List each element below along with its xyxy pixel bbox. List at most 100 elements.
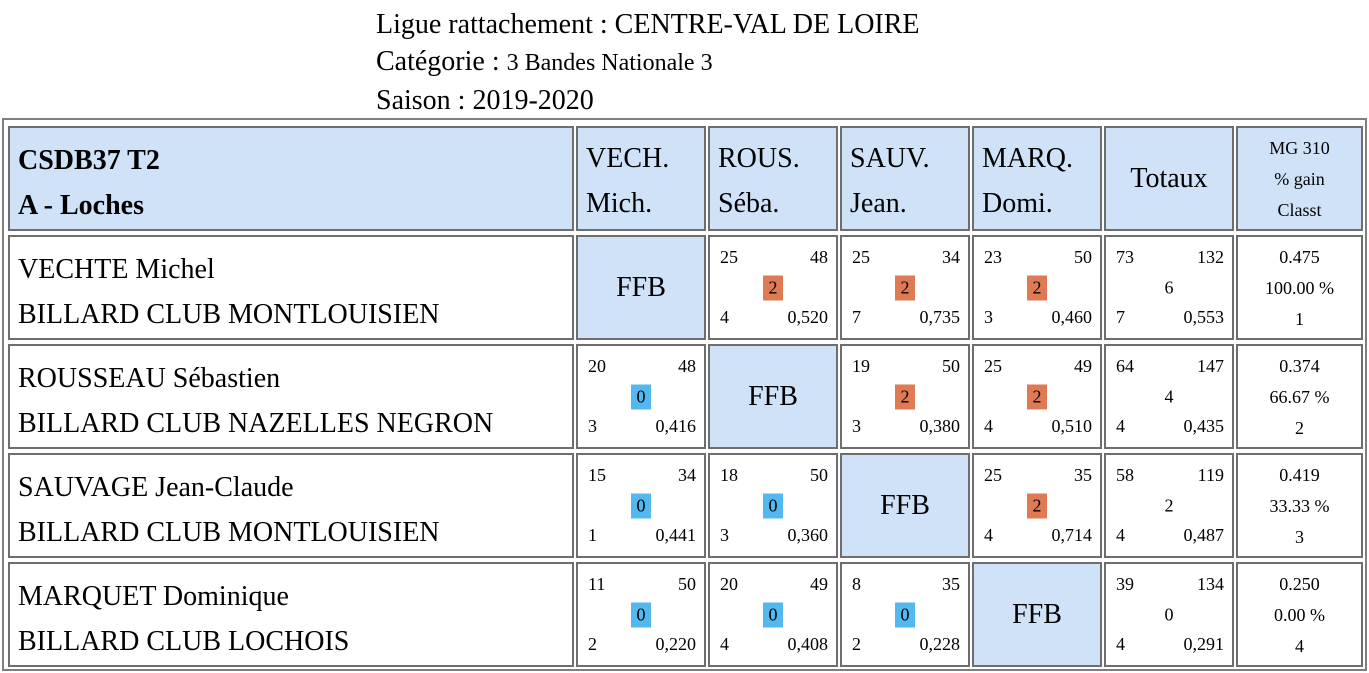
match-innings: 3 — [984, 307, 993, 327]
match-points-target: 50 — [1074, 247, 1092, 267]
totaux-header: Totaux — [1130, 162, 1208, 194]
totals-points-target: 132 — [1197, 247, 1224, 267]
totals-innings: 4 — [1116, 416, 1125, 436]
match-cell: 25 34 2 7 0,735 — [840, 235, 970, 340]
match-cell: 20 49 0 4 0,408 — [708, 562, 838, 667]
match-cell: 23 50 2 3 0,460 — [972, 235, 1102, 340]
totals-innings: 4 — [1116, 525, 1125, 545]
categorie-label: Catégorie : — [376, 46, 507, 77]
column-header-line1: MARQ. — [982, 143, 1074, 174]
match-innings: 3 — [852, 416, 861, 436]
loss-badge: 0 — [763, 602, 783, 627]
totals-points-scored: 39 — [1116, 574, 1134, 594]
match-points-scored: 25 — [984, 465, 1002, 485]
match-points-target: 50 — [942, 356, 960, 376]
column-header: MARQ. Domi. — [974, 128, 1100, 226]
match-cell: 25 35 2 4 0,714 — [972, 453, 1102, 558]
stat-mg: 0.419 — [1279, 465, 1320, 485]
stat-mg: 0.475 — [1279, 247, 1320, 267]
win-badge: 2 — [763, 275, 783, 300]
column-header: SAUV. Jean. — [842, 128, 968, 226]
match-cell: 20 48 0 3 0,416 — [576, 344, 706, 449]
player-name: MARQUET Dominique — [18, 581, 289, 612]
totals-average: 0,553 — [1183, 307, 1225, 327]
stats-cell: 0.419 33.33 % 3 — [1236, 453, 1363, 558]
column-header-cell: SAUV. Jean. — [840, 126, 970, 231]
match-average: 0,510 — [1051, 416, 1093, 436]
column-header-cell: ROUS. Séba. — [708, 126, 838, 231]
match-average: 0,408 — [787, 634, 829, 654]
player-club: BILLARD CLUB MONTLOUISIEN — [18, 299, 440, 330]
ligue-label: Ligue rattachement : — [376, 9, 615, 40]
totals-points-target: 147 — [1197, 356, 1224, 376]
categorie-value: 3 Bandes Nationale 3 — [506, 50, 713, 76]
ffb-label: FFB — [880, 489, 930, 521]
column-header-line2: Mich. — [586, 188, 653, 219]
stat-mg: 0.374 — [1279, 356, 1320, 376]
mg-header-line3: Classt — [1277, 200, 1322, 220]
column-header-line1: SAUV. — [850, 143, 930, 174]
match-points-scored: 20 — [588, 356, 606, 376]
column-header-line2: Jean. — [850, 188, 907, 219]
stat-rank: 3 — [1295, 527, 1304, 547]
match-average: 0,228 — [919, 634, 961, 654]
ffb-label: FFB — [748, 380, 798, 412]
team-title: CSDB37 T2 A - Loches — [10, 128, 572, 228]
loss-badge: 0 — [631, 602, 651, 627]
stats: 0.250 0.00 % 4 — [1238, 564, 1361, 662]
match-points-target: 35 — [942, 574, 960, 594]
ffb-cell: FFB — [972, 562, 1102, 667]
stat-percent: 33.33 % — [1269, 496, 1330, 516]
column-header-line1: ROUS. — [718, 143, 800, 174]
stat-percent: 0.00 % — [1274, 605, 1325, 625]
ffb-cell: FFB — [840, 453, 970, 558]
player-info: ROUSSEAU Sébastien BILLARD CLUB NAZELLES … — [10, 346, 572, 446]
match-cell: 15 34 0 1 0,441 — [576, 453, 706, 558]
stats: 0.419 33.33 % 3 — [1238, 455, 1361, 553]
player-club: BILLARD CLUB MONTLOUISIEN — [18, 517, 440, 548]
totals-innings: 4 — [1116, 634, 1125, 654]
match-average: 0,441 — [655, 525, 697, 545]
ligue-line: Ligue rattachement : CENTRE-VAL DE LOIRE — [376, 6, 920, 43]
player-name: VECHTE Michel — [18, 254, 215, 285]
player-info: SAUVAGE Jean-Claude BILLARD CLUB MONTLOUI… — [10, 455, 572, 555]
totals-points-scored: 58 — [1116, 465, 1134, 485]
match-cell: 25 48 2 4 0,520 — [708, 235, 838, 340]
categorie-line: Catégorie : 3 Bandes Nationale 3 — [376, 43, 920, 82]
match-points-target: 50 — [810, 465, 828, 485]
match-points-scored: 15 — [588, 465, 606, 485]
match-points-scored: 8 — [852, 574, 861, 594]
player-name: SAUVAGE Jean-Claude — [18, 472, 294, 503]
column-header-line2: Séba. — [718, 188, 780, 219]
match-average: 0,380 — [919, 416, 961, 436]
match-innings: 2 — [852, 634, 861, 654]
results-table: CSDB37 T2 A - Loches VECH. Mich. ROUS. Séba… — [2, 118, 1367, 671]
match-points-target: 35 — [1074, 465, 1092, 485]
match-cell: 19 50 2 3 0,380 — [840, 344, 970, 449]
mg-header-line1: MG 310 — [1269, 138, 1330, 158]
stat-percent: 100.00 % — [1265, 278, 1334, 298]
match-points-target: 34 — [678, 465, 696, 485]
match-average: 0,416 — [655, 416, 697, 436]
match-points-scored: 11 — [588, 574, 606, 594]
match-average: 0,714 — [1051, 525, 1093, 545]
stat-percent: 66.67 % — [1269, 387, 1330, 407]
totals-points-target: 134 — [1197, 574, 1224, 594]
win-badge: 2 — [1027, 384, 1047, 409]
match-cell: 8 35 0 2 0,228 — [840, 562, 970, 667]
match-innings: 4 — [720, 307, 729, 327]
saison-label: Saison : — [376, 85, 473, 116]
player-club: BILLARD CLUB NAZELLES NEGRON — [18, 408, 494, 439]
match-points-scored: 18 — [720, 465, 738, 485]
match-points-scored: 23 — [984, 247, 1002, 267]
match-points-scored: 19 — [852, 356, 870, 376]
match-innings: 4 — [720, 634, 729, 654]
match-points-scored: 25 — [852, 247, 870, 267]
player-cell: VECHTE Michel BILLARD CLUB MONTLOUISIEN — [8, 235, 574, 340]
column-header-cell: VECH. Mich. — [576, 126, 706, 231]
totals-average: 0,435 — [1183, 416, 1225, 436]
player-club: BILLARD CLUB LOCHOIS — [18, 626, 350, 657]
player-cell: MARQUET Dominique BILLARD CLUB LOCHOIS — [8, 562, 574, 667]
column-header-cell: MARQ. Domi. — [972, 126, 1102, 231]
match-points-target: 50 — [678, 574, 696, 594]
